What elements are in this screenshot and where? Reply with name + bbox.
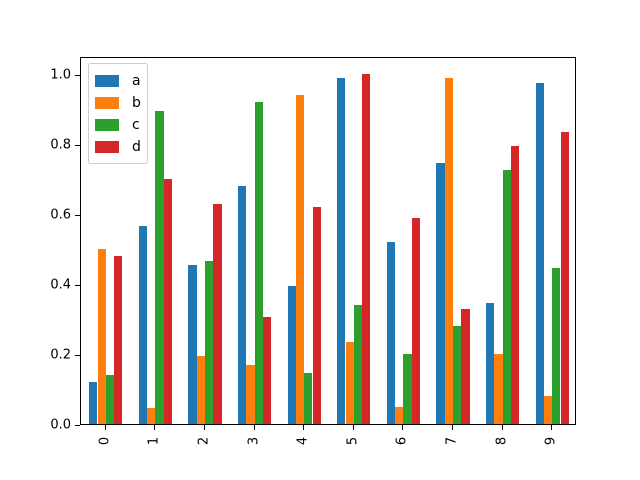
legend-row-a: a <box>95 70 147 92</box>
bar-b-1 <box>147 408 156 424</box>
bar-c-9 <box>552 268 561 424</box>
bar-b-3 <box>246 364 255 424</box>
y-tick-mark <box>75 425 80 426</box>
y-tick-label: 1.0 <box>50 67 71 83</box>
x-tick-mark <box>253 425 255 430</box>
bar-c-3 <box>254 102 263 424</box>
bar-a-5 <box>337 77 346 424</box>
bar-c-1 <box>155 110 164 424</box>
bar-d-2 <box>213 203 222 424</box>
legend-row-c: c <box>95 114 147 136</box>
bar-a-8 <box>486 303 495 424</box>
y-tick-label: 0.0 <box>50 417 71 433</box>
x-tick-label: 3 <box>246 436 262 446</box>
bar-c-7 <box>453 326 462 424</box>
x-tick-label: 4 <box>295 436 311 446</box>
x-tick-mark <box>104 425 106 430</box>
bar-d-5 <box>362 74 371 424</box>
x-tick-mark <box>402 425 404 430</box>
x-tick-mark <box>452 425 453 430</box>
x-tick-label: 5 <box>345 436 361 446</box>
y-tick-mark <box>75 355 80 356</box>
bar-d-1 <box>163 179 172 424</box>
bar-d-3 <box>262 317 272 424</box>
bar-b-8 <box>494 354 503 424</box>
y-tick-mark <box>75 215 80 216</box>
bar-a-7 <box>436 163 445 424</box>
x-tick-label: 7 <box>444 436 460 446</box>
bar-b-7 <box>444 77 453 424</box>
y-tick-mark <box>75 145 80 146</box>
bar-c-4 <box>304 373 313 424</box>
bar-a-2 <box>188 264 197 424</box>
legend-swatch-icon <box>95 75 119 87</box>
legend-swatch-icon <box>95 141 119 153</box>
legend-label: d <box>132 139 141 155</box>
bar-c-6 <box>403 354 412 424</box>
x-tick-label: 0 <box>97 436 113 446</box>
bar-a-9 <box>535 82 544 424</box>
x-tick-label: 9 <box>543 436 559 446</box>
bar-b-9 <box>543 396 553 424</box>
bar-d-6 <box>411 217 420 424</box>
bar-a-6 <box>386 242 396 424</box>
bar-b-6 <box>395 406 404 424</box>
x-tick-mark <box>352 425 354 430</box>
bar-d-7 <box>461 308 470 424</box>
legend-label: b <box>132 95 141 111</box>
legend-swatch-icon <box>95 119 119 131</box>
bar-b-0 <box>97 249 106 424</box>
bar-a-4 <box>287 285 296 424</box>
y-tick-label: 0.2 <box>50 347 71 363</box>
x-tick-mark <box>501 425 503 430</box>
legend-label: c <box>132 117 140 133</box>
bar-b-2 <box>196 355 205 424</box>
y-tick-label: 0.8 <box>50 137 71 153</box>
bar-b-5 <box>345 341 354 424</box>
bar-d-4 <box>312 207 321 424</box>
bar-d-9 <box>560 131 569 424</box>
legend-swatch-icon <box>95 97 119 109</box>
bar-c-8 <box>502 170 511 424</box>
bar-b-4 <box>295 95 305 424</box>
x-tick-mark <box>154 425 156 430</box>
x-tick-mark <box>551 425 553 430</box>
y-tick-mark <box>75 75 80 76</box>
x-tick-label: 6 <box>394 436 410 446</box>
x-tick-mark <box>204 425 205 430</box>
y-tick-mark <box>75 285 80 286</box>
bar-d-8 <box>510 145 520 424</box>
y-tick-label: 0.6 <box>50 207 71 223</box>
legend-row-b: b <box>95 92 147 114</box>
bar-a-1 <box>138 226 148 424</box>
x-tick-label: 2 <box>196 436 212 446</box>
x-tick-label: 1 <box>146 436 162 446</box>
y-tick-label: 0.4 <box>50 277 71 293</box>
x-tick-label: 8 <box>494 436 510 446</box>
bar-a-3 <box>238 186 247 424</box>
x-tick-mark <box>303 425 305 430</box>
bar-d-0 <box>114 256 123 424</box>
bar-c-0 <box>105 375 115 424</box>
legend-label: a <box>132 73 141 89</box>
bar-a-0 <box>89 382 98 424</box>
legend-row-d: d <box>95 136 147 158</box>
bar-c-5 <box>353 305 363 424</box>
bar-c-2 <box>205 261 214 424</box>
